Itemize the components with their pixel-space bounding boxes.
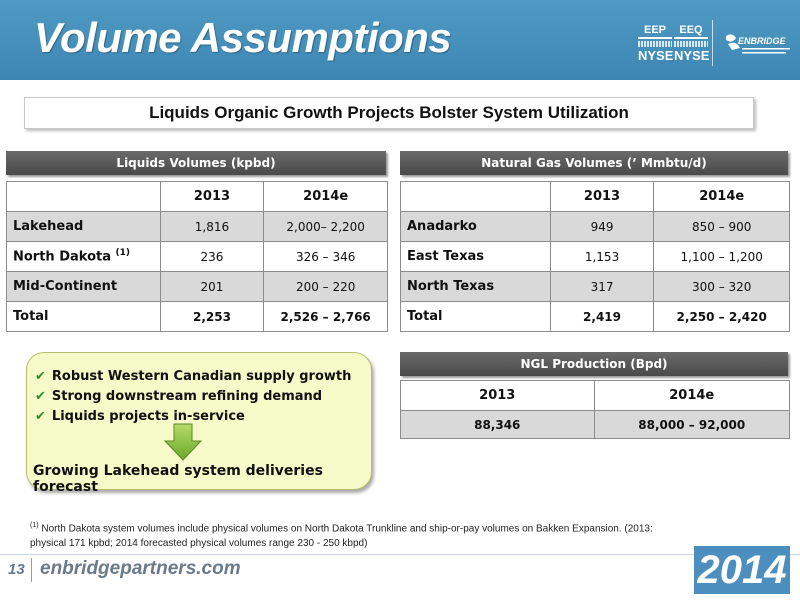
value-2013: 1,816 — [159, 211, 265, 242]
page-number: 13 — [8, 561, 25, 578]
value-2014e: 88,000 – 92,000 — [593, 410, 790, 439]
col-2013: 2013 — [400, 380, 595, 411]
header-divider — [712, 20, 713, 66]
bullet-list: ✔ Robust Western Canadian supply growth ✔… — [35, 367, 351, 427]
callout-conclusion: Growing Lakehead system deliveries forec… — [33, 463, 323, 495]
checkmark-icon: ✔ — [35, 389, 46, 404]
header-band: Volume Assumptions EEP NYSE EEQ NYSE ENB… — [0, 0, 800, 80]
growth-callout: ✔ Robust Western Canadian supply growth ✔… — [26, 352, 372, 495]
checkmark-icon: ✔ — [35, 369, 46, 384]
liquids-table-title: Liquids Volumes (kpbd) — [6, 151, 386, 175]
row-label: Anadarko — [400, 211, 551, 242]
col-2014e: 2014e — [593, 380, 790, 411]
header-blank — [6, 181, 161, 212]
footnote-ref: (1) — [115, 248, 131, 259]
table-header-row: 2013 2014e — [400, 380, 790, 411]
ngl-table: 2013 2014e 88,346 88,000 – 92,000 — [400, 380, 790, 439]
page-title: Volume Assumptions — [34, 14, 452, 61]
value-2013: 236 — [159, 241, 265, 272]
website-link[interactable]: enbridgepartners.com — [40, 558, 241, 579]
ticker-symbol: EEP — [638, 24, 672, 39]
table-row: 88,346 88,000 – 92,000 — [400, 410, 790, 439]
row-label: Total — [6, 301, 161, 332]
col-2013: 2013 — [159, 181, 265, 212]
table-row: Mid-Continent 201 200 – 220 — [6, 271, 388, 302]
value-2013: 1,153 — [549, 241, 655, 272]
value-2014e: 2,000– 2,200 — [263, 211, 388, 242]
row-label: North Texas — [400, 271, 551, 302]
ticker-eep: EEP NYSE — [638, 24, 674, 63]
table-row: Lakehead 1,816 2,000– 2,200 — [6, 211, 388, 242]
list-item: ✔ Robust Western Canadian supply growth — [35, 369, 352, 384]
table-row-total: Total 2,253 2,526 – 2,766 — [6, 301, 388, 332]
value-2013: 88,346 — [400, 410, 595, 439]
row-label: Total — [400, 301, 551, 332]
natgas-table: 2013 2014e Anadarko 949 850 – 900 East T… — [400, 181, 790, 332]
liquids-table: 2013 2014e Lakehead 1,816 2,000– 2,200 N… — [6, 181, 388, 332]
value-2014e: 300 – 320 — [653, 271, 790, 302]
table-row: North Texas 317 300 – 320 — [400, 271, 790, 302]
value-2014e: 200 – 220 — [263, 271, 388, 302]
footnote-text: North Dakota system volumes include phys… — [30, 523, 653, 550]
year-badge: 2014 — [694, 546, 790, 594]
value-2013: 2,419 — [549, 301, 655, 332]
row-label: North Dakota (1) — [6, 241, 161, 272]
value-2014e: 850 – 900 — [653, 211, 790, 242]
footnote: (1) North Dakota system volumes include … — [30, 518, 690, 551]
enbridge-logo: ENBRIDGE — [726, 34, 790, 54]
row-label: East Texas — [400, 241, 551, 272]
checkmark-icon: ✔ — [35, 409, 46, 424]
natgas-table-title: Natural Gas Volumes (’ Mmbtu/d) — [400, 151, 788, 175]
table-row-total: Total 2,419 2,250 – 2,420 — [400, 301, 790, 332]
value-2014e: 326 – 346 — [263, 241, 388, 272]
value-2014e: 2,250 – 2,420 — [653, 301, 790, 332]
ticker-symbol: EEQ — [674, 24, 708, 39]
col-2014e: 2014e — [263, 181, 388, 212]
table-row: Anadarko 949 850 – 900 — [400, 211, 790, 242]
list-item: ✔ Strong downstream refining demand — [35, 389, 323, 404]
list-item: ✔ Liquids projects in-service — [35, 409, 245, 424]
value-2013: 949 — [549, 211, 655, 242]
svg-text:ENBRIDGE: ENBRIDGE — [738, 36, 787, 46]
col-2013: 2013 — [549, 181, 655, 212]
col-2014e: 2014e — [653, 181, 790, 212]
table-header-row: 2013 2014e — [400, 181, 790, 212]
value-2014e: 1,100 – 1,200 — [653, 241, 790, 272]
value-2014e: 2,526 – 2,766 — [263, 301, 388, 332]
table-header-row: 2013 2014e — [6, 181, 388, 212]
footer-separator — [31, 558, 32, 582]
footer-divider — [0, 554, 800, 555]
row-label: Lakehead — [6, 211, 161, 242]
arrow-down-icon — [163, 423, 203, 461]
slide-subtitle: Liquids Organic Growth Projects Bolster … — [24, 97, 754, 129]
row-label: Mid-Continent — [6, 271, 161, 302]
ticker-exchange: NYSE — [674, 48, 710, 63]
footnote-marker: (1) — [30, 522, 39, 529]
listed-mark — [638, 41, 672, 47]
header-blank — [400, 181, 551, 212]
ngl-table-title: NGL Production (Bpd) — [400, 352, 788, 376]
value-2013: 317 — [549, 271, 655, 302]
value-2013: 2,253 — [159, 301, 265, 332]
ticker-exchange: NYSE — [638, 48, 674, 63]
table-row: North Dakota (1) 236 326 – 346 — [6, 241, 388, 272]
value-2013: 201 — [159, 271, 265, 302]
ticker-eeq: EEQ NYSE — [674, 24, 710, 63]
listed-mark — [674, 41, 708, 47]
table-row: East Texas 1,153 1,100 – 1,200 — [400, 241, 790, 272]
